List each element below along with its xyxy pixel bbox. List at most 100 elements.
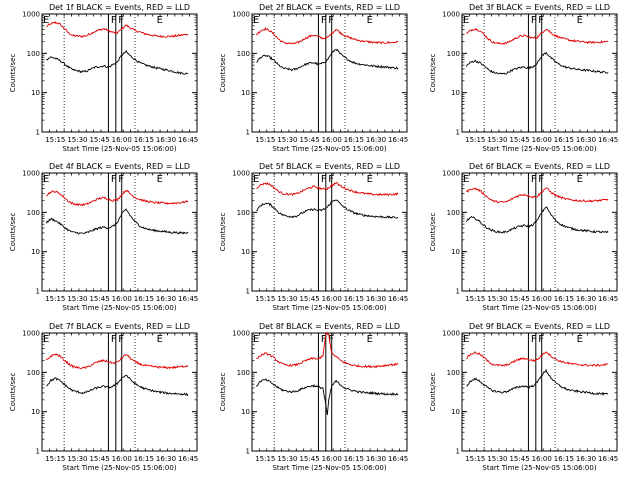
panel-title: Det 7f BLACK = Events, RED = LLD [49,322,190,331]
x-tick-label: 16:30 [576,455,596,463]
flag-glyph-f: F [321,174,327,185]
panel-title: Det 1f BLACK = Events, RED = LLD [49,3,190,12]
flag-glyph-e: E [253,15,259,26]
y-tick-label: 1000 [22,330,40,338]
y-axis-label: Counts/sec [429,373,437,412]
plot-frame [251,13,408,133]
x-tick-label: 16:45 [598,295,618,303]
y-tick-label: 10 [31,248,40,256]
x-tick-label: 15:15 [45,455,65,463]
flag-glyph-f: F [118,334,124,345]
series-events-line [256,199,399,219]
x-tick-label: 15:45 [509,455,529,463]
x-tick-label: 16:45 [178,455,198,463]
plot-frame [251,332,408,452]
flag-glyph-e: E [577,334,583,345]
x-tick-label: 15:15 [465,295,485,303]
y-tick-label: 10 [451,89,460,97]
x-axis-label: Start Time (25-Nov-05 15:06:00) [62,464,176,472]
x-axis-label: Start Time (25-Nov-05 15:06:00) [482,304,596,312]
x-tick-label: 16:00 [532,136,552,144]
x-tick-label: 16:15 [554,455,574,463]
flag-glyph-e: E [157,174,163,185]
y-tick-label: 1 [36,288,40,296]
y-tick-label: 1 [246,448,250,456]
x-tick-label: 15:15 [255,136,275,144]
y-tick-label: 1000 [232,330,250,338]
x-tick-label: 15:45 [509,136,529,144]
y-tick-label: 1 [456,129,460,137]
y-tick-label: 100 [27,50,40,58]
x-tick-label: 16:45 [178,295,198,303]
y-tick-label: 1000 [442,170,460,178]
x-tick-label: 15:30 [277,295,297,303]
panel-title: Det 4f BLACK = Events, RED = LLD [49,162,190,171]
x-axis-label: Start Time (25-Nov-05 15:06:00) [272,304,386,312]
y-tick-label: 1 [36,448,40,456]
flag-glyph-e: E [253,334,259,345]
y-tick-label: 1 [456,448,460,456]
x-axis-label: Start Time (25-Nov-05 15:06:00) [62,304,176,312]
flag-glyph-e: E [43,334,49,345]
x-tick-label: 16:45 [388,455,408,463]
x-tick-label: 16:00 [112,295,132,303]
x-tick-label: 16:45 [388,295,408,303]
series-events-line [466,368,609,396]
x-tick-label: 15:45 [509,295,529,303]
x-tick-label: 16:00 [532,455,552,463]
series-lld-line [46,21,189,39]
x-tick-label: 16:15 [134,455,154,463]
flag-glyph-f: F [531,15,537,26]
flag-glyph-f: F [111,15,117,26]
x-tick-label: 16:30 [576,295,596,303]
flag-glyph-f: F [531,334,537,345]
x-tick-label: 15:45 [89,295,109,303]
x-tick-label: 15:30 [67,295,87,303]
x-tick-label: 16:45 [598,455,618,463]
x-tick-label: 15:45 [299,136,319,144]
x-tick-label: 16:00 [112,455,132,463]
series-events-line [256,378,399,416]
x-tick-label: 16:30 [366,295,386,303]
panel-title: Det 5f BLACK = Events, RED = LLD [259,162,400,171]
x-tick-label: 15:30 [487,295,507,303]
panel-title: Det 2f BLACK = Events, RED = LLD [259,3,400,12]
x-tick-label: 16:00 [322,295,342,303]
y-tick-label: 100 [237,50,250,58]
flag-glyph-f: F [538,15,544,26]
y-tick-label: 1 [246,288,250,296]
plot-frame [41,172,198,292]
flag-glyph-e: E [157,334,163,345]
x-tick-label: 15:30 [277,455,297,463]
plot-frame [461,332,618,452]
y-tick-label: 1000 [442,11,460,19]
y-tick-label: 10 [241,89,250,97]
x-axis-label: Start Time (25-Nov-05 15:06:00) [62,145,176,153]
x-tick-label: 16:00 [322,136,342,144]
series-events-line [46,49,189,75]
flag-glyph-e: E [463,334,469,345]
y-axis-label: Counts/sec [429,54,437,93]
y-tick-label: 1000 [442,330,460,338]
x-tick-label: 16:15 [554,136,574,144]
x-tick-label: 15:45 [299,455,319,463]
series-lld-line [46,353,189,370]
x-tick-label: 16:30 [156,136,176,144]
x-tick-label: 15:15 [465,136,485,144]
x-tick-label: 15:30 [67,136,87,144]
flag-glyph-f: F [118,15,124,26]
flag-glyph-f: F [321,15,327,26]
x-tick-label: 16:45 [598,136,618,144]
y-tick-label: 1 [36,129,40,137]
x-tick-label: 15:15 [45,295,65,303]
series-lld-line [256,26,399,45]
x-tick-label: 15:15 [45,136,65,144]
series-events-line [465,51,609,75]
flag-glyph-f: F [321,334,327,345]
y-axis-label: Counts/sec [9,54,17,93]
